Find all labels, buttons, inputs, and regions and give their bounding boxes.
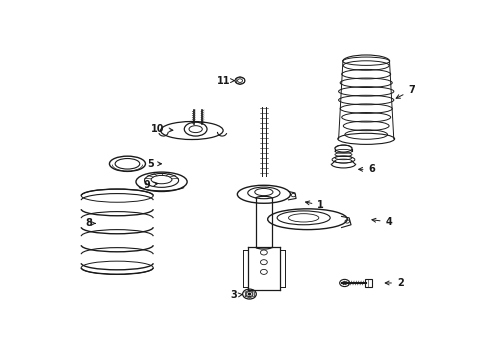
Text: 8: 8	[85, 219, 95, 228]
Circle shape	[248, 293, 250, 295]
Text: 9: 9	[142, 180, 157, 190]
Text: 10: 10	[151, 124, 172, 134]
Text: 2: 2	[385, 278, 403, 288]
Text: 11: 11	[217, 76, 234, 86]
Text: 3: 3	[230, 291, 242, 301]
Text: 6: 6	[358, 164, 374, 174]
Text: 5: 5	[146, 159, 161, 169]
Bar	[365, 279, 371, 287]
Text: 4: 4	[371, 217, 391, 227]
Text: 1: 1	[305, 201, 324, 210]
Text: 7: 7	[395, 85, 414, 98]
